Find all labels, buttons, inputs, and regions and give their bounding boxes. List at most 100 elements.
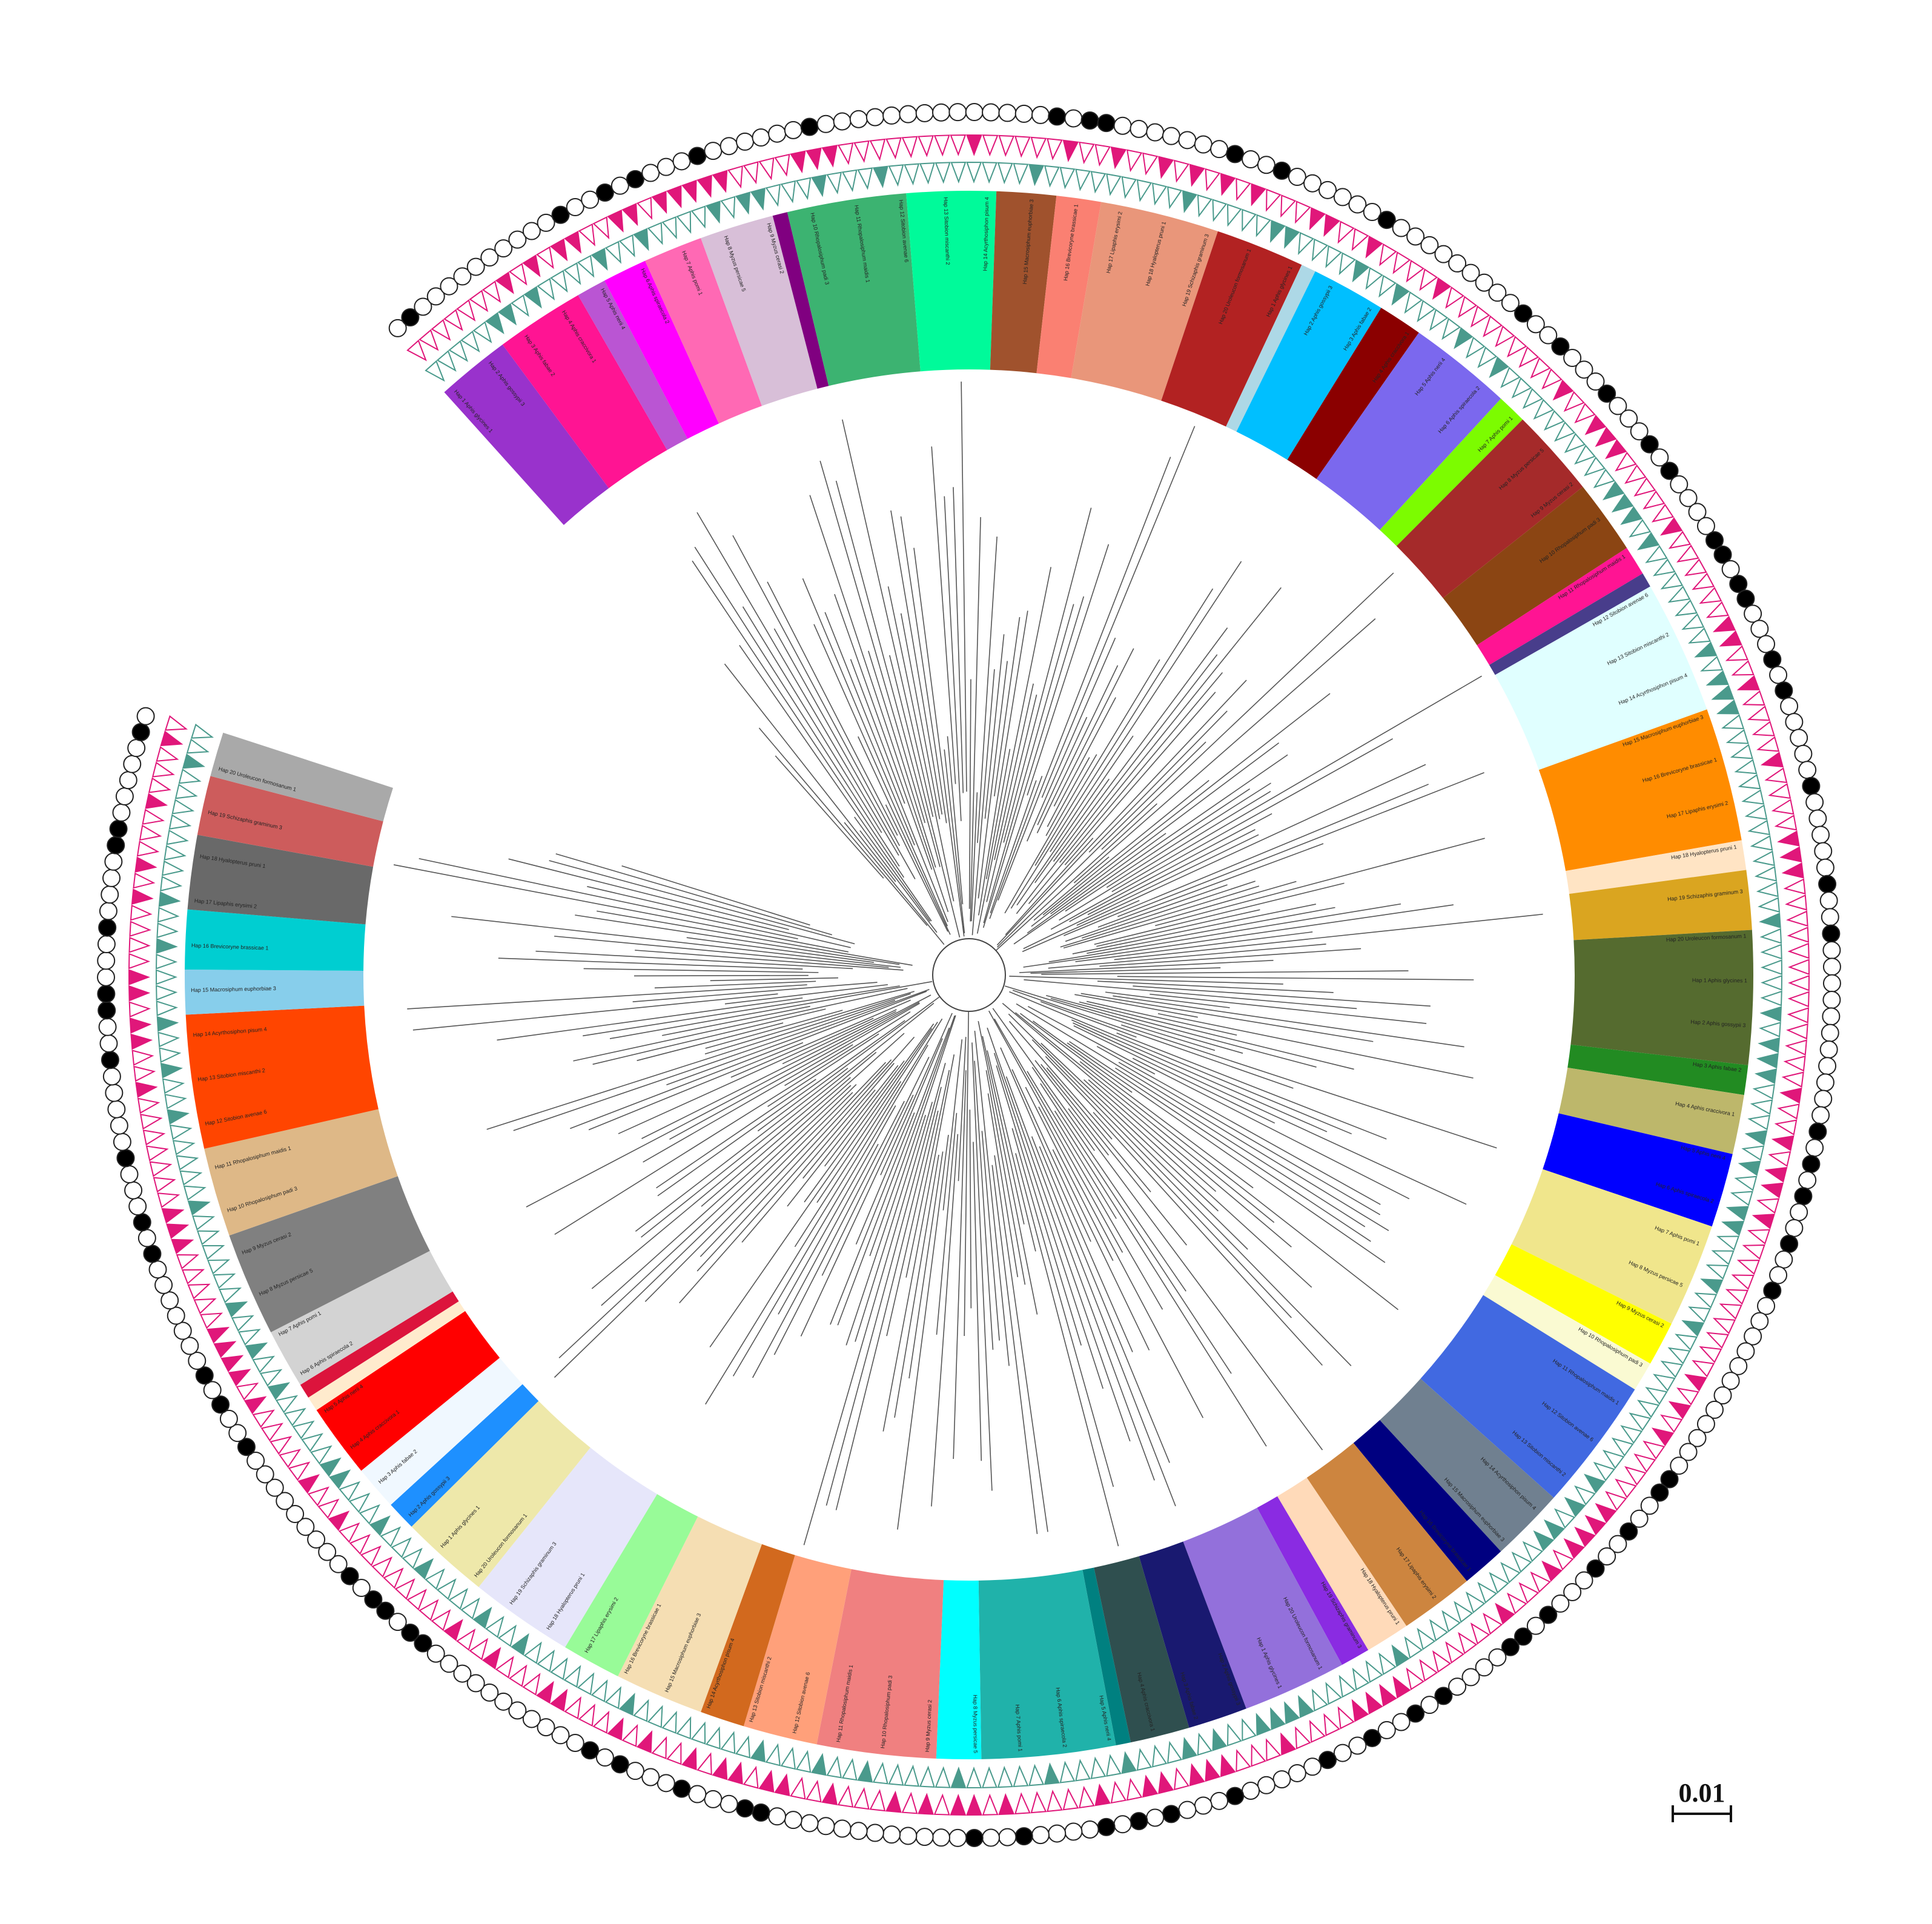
triangle-marker-teal xyxy=(1338,252,1356,276)
circle-marker xyxy=(228,1424,247,1443)
tip-label: Hap 8 Myzus persicae 5 xyxy=(972,1694,979,1753)
triangle-marker-teal xyxy=(997,1765,1013,1788)
circle-marker xyxy=(1333,1744,1352,1762)
triangle-marker-magenta xyxy=(1684,558,1707,577)
triangle-marker-magenta xyxy=(176,1254,199,1270)
circle-marker xyxy=(173,1321,192,1340)
branch xyxy=(592,1008,826,1065)
circle-marker xyxy=(237,1438,256,1456)
circle-marker xyxy=(414,1634,432,1653)
circle-marker xyxy=(537,213,555,232)
triangle-marker-magenta xyxy=(869,138,886,161)
circle-marker xyxy=(1814,1089,1833,1108)
branch xyxy=(987,1027,1131,1442)
circle-marker xyxy=(1146,123,1165,142)
triangle-marker-teal xyxy=(497,1624,517,1647)
triangle-marker-teal xyxy=(1270,1707,1286,1731)
circle-marker xyxy=(102,1067,121,1086)
branch xyxy=(701,1077,851,1207)
triangle-marker-teal xyxy=(765,1743,781,1767)
circle-marker xyxy=(1226,145,1245,164)
circle-marker xyxy=(982,103,1001,122)
triangle-marker-teal xyxy=(171,799,195,815)
circle-marker xyxy=(1162,127,1180,145)
branch xyxy=(978,661,1008,899)
clade-sector xyxy=(1094,1556,1189,1743)
circle-marker xyxy=(99,902,117,921)
circle-marker xyxy=(595,183,614,202)
circle-marker xyxy=(115,787,134,805)
circle-marker xyxy=(1822,941,1841,959)
circle-marker xyxy=(551,1726,570,1745)
circle-marker xyxy=(1303,174,1322,193)
triangle-marker-teal xyxy=(1725,729,1749,744)
triangle-marker-teal xyxy=(1747,1114,1771,1131)
branch xyxy=(705,1010,843,1049)
triangle-marker-magenta xyxy=(130,1033,153,1050)
triangle-marker-teal xyxy=(1700,655,1724,672)
triangle-marker-magenta xyxy=(821,1782,838,1805)
circle-marker xyxy=(1461,1668,1480,1687)
triangle-marker-teal xyxy=(1075,168,1091,191)
circle-marker xyxy=(1130,119,1148,138)
triangle-marker-teal xyxy=(1255,214,1271,237)
triangle-marker-teal xyxy=(1694,1292,1718,1309)
circle-marker xyxy=(735,132,754,151)
triangle-marker-teal xyxy=(780,180,796,203)
triangle-marker-teal xyxy=(425,1568,445,1590)
circle-marker xyxy=(1097,114,1116,133)
circle-marker xyxy=(1822,974,1841,993)
triangle-marker-teal xyxy=(1620,506,1643,525)
branch xyxy=(947,736,964,905)
triangle-marker-teal xyxy=(1429,1619,1449,1642)
triangle-marker-magenta xyxy=(128,936,151,953)
triangle-marker-teal xyxy=(1522,1541,1544,1562)
triangle-marker-teal xyxy=(348,1492,371,1513)
triangle-marker-magenta xyxy=(727,165,743,189)
clade-sector xyxy=(185,969,365,1015)
circle-marker xyxy=(329,1555,348,1573)
circle-marker xyxy=(1031,1826,1050,1845)
branch xyxy=(1076,764,1426,926)
triangle-marker-magenta xyxy=(1323,214,1340,237)
triangle-marker-magenta xyxy=(161,1208,185,1224)
triangle-marker-magenta xyxy=(790,1776,806,1800)
triangle-marker-teal xyxy=(1298,1694,1314,1718)
circle-marker xyxy=(1598,1547,1616,1565)
circle-marker xyxy=(1811,825,1830,844)
triangle-marker-magenta xyxy=(495,1656,514,1679)
triangle-marker-teal xyxy=(1044,1762,1060,1785)
tip-label: Hap 16 Brevicoryne brassicae 1 xyxy=(191,942,269,951)
triangle-marker-teal xyxy=(1311,238,1329,262)
triangle-marker-magenta xyxy=(1047,1790,1063,1813)
triangle-marker-magenta xyxy=(998,134,1015,157)
circle-marker xyxy=(1780,697,1799,716)
circle-marker xyxy=(1048,107,1067,126)
clade-sector xyxy=(1082,1567,1131,1746)
branch xyxy=(1072,904,1316,954)
branch xyxy=(1096,909,1260,947)
clade-sector xyxy=(1569,870,1752,941)
triangle-marker-magenta xyxy=(918,135,934,157)
triangle-marker-magenta xyxy=(193,1298,217,1315)
triangle-marker-teal xyxy=(1675,599,1698,617)
triangle-marker-teal xyxy=(966,1767,982,1789)
tip-label: Hap 1 Aphis glycines 1 xyxy=(1692,977,1747,983)
triangle-marker-teal xyxy=(402,1547,423,1569)
circle-marker xyxy=(735,1799,754,1818)
branch xyxy=(775,755,884,879)
circle-marker xyxy=(1064,109,1083,128)
branch xyxy=(1115,1067,1366,1228)
branch xyxy=(535,950,853,970)
triangle-marker-magenta xyxy=(1174,1767,1190,1791)
triangle-marker-teal xyxy=(647,1705,663,1728)
branch xyxy=(1054,1110,1267,1447)
triangle-marker-magenta xyxy=(220,1355,244,1372)
branch xyxy=(1047,697,1116,827)
triangle-marker-magenta xyxy=(1779,846,1802,863)
circle-marker xyxy=(246,1451,265,1470)
branch xyxy=(1097,843,1324,928)
triangle-marker-magenta xyxy=(1030,136,1047,159)
circle-marker xyxy=(1434,1687,1453,1705)
circle-marker xyxy=(401,1623,420,1642)
